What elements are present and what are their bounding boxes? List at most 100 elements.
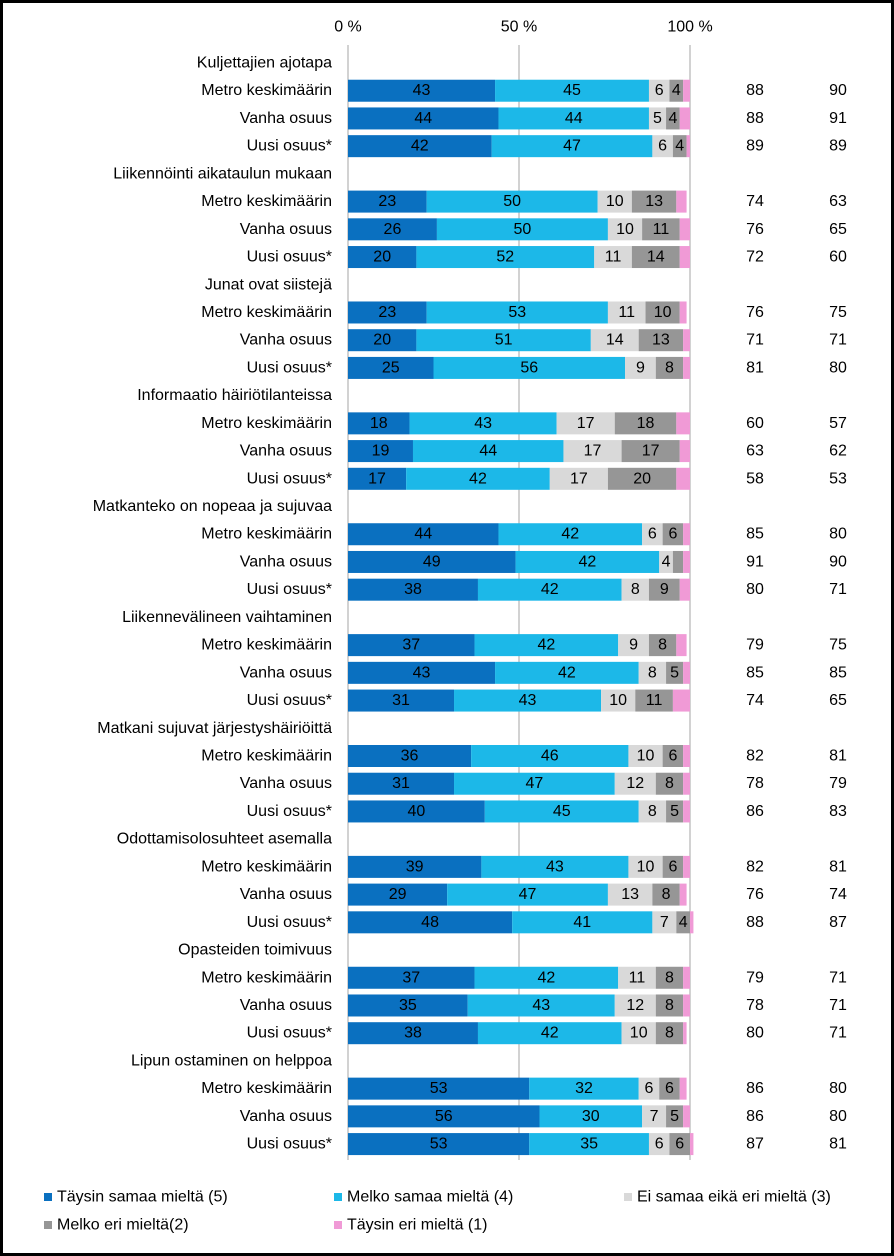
right-value: 83: [829, 803, 847, 820]
bar-segment: [614, 994, 656, 1017]
bar-segment: [477, 578, 622, 601]
right-value: 88: [746, 110, 764, 127]
data-label: 9: [660, 581, 669, 598]
right-value: 85: [746, 664, 764, 681]
legend-marker: [624, 1193, 632, 1201]
data-label: 5: [670, 1108, 679, 1125]
bar-segment: [683, 1022, 687, 1045]
data-label: 40: [408, 803, 426, 820]
right-value: 81: [829, 748, 847, 765]
right-value: 81: [829, 858, 847, 875]
bar-segment: [659, 1077, 680, 1100]
data-label: 6: [658, 138, 667, 155]
data-label: 8: [665, 997, 674, 1014]
bar-segment: [348, 883, 448, 906]
data-label: 49: [423, 553, 441, 570]
category-label: Junat ovat siistejä: [205, 276, 332, 293]
category-label: Metro keskimäärin: [201, 637, 332, 654]
bar-segment: [638, 1077, 660, 1100]
data-label: 30: [582, 1108, 600, 1125]
bar-segment: [683, 1105, 690, 1128]
bar-segment: [679, 301, 687, 324]
data-label: 4: [672, 82, 681, 99]
bar-segment: [426, 301, 608, 324]
right-value: 74: [746, 193, 764, 210]
bar-segment: [676, 412, 690, 435]
category-label: Metro keskimäärin: [201, 969, 332, 986]
bar-segment: [666, 661, 684, 684]
data-label: 37: [402, 969, 420, 986]
bar-segment: [625, 356, 656, 379]
data-label: 11: [629, 969, 646, 986]
right-value: 76: [746, 886, 764, 903]
bar-segment: [348, 661, 496, 684]
category-label: Informaatio häiriötilanteissa: [137, 387, 332, 404]
data-label: 6: [668, 858, 677, 875]
category-label: Metro keskimäärin: [201, 415, 332, 432]
data-label: 6: [668, 526, 677, 543]
right-value: 57: [829, 415, 847, 432]
bar-segment: [628, 855, 663, 878]
bar-segment: [481, 855, 629, 878]
bar-segment: [556, 412, 615, 435]
bar-segment: [348, 689, 455, 712]
data-label: 23: [378, 304, 396, 321]
data-label: 17: [584, 443, 602, 460]
data-label: 44: [414, 110, 432, 127]
bar-segment: [426, 190, 598, 213]
data-label: 5: [653, 110, 662, 127]
bar-segment: [348, 301, 427, 324]
data-label: 6: [665, 1080, 674, 1097]
data-label: 12: [626, 775, 644, 792]
data-label: 52: [496, 249, 514, 266]
right-value: 74: [746, 692, 764, 709]
bar-segment: [607, 301, 646, 324]
data-label: 35: [580, 1136, 598, 1153]
data-label: 8: [665, 359, 674, 376]
bar-segment: [495, 661, 639, 684]
bar-segment: [607, 883, 653, 906]
bar-segment: [348, 356, 434, 379]
bar-segment: [652, 135, 673, 158]
bar-segment: [549, 467, 608, 490]
data-label: 6: [655, 82, 664, 99]
data-label: 6: [675, 1136, 684, 1153]
category-label: Vanha osuus: [240, 110, 332, 127]
data-label: 39: [406, 858, 424, 875]
legend-marker: [334, 1193, 342, 1201]
bar-segment: [484, 800, 639, 823]
right-value: 85: [746, 526, 764, 543]
data-label: 44: [565, 110, 583, 127]
data-label: 43: [519, 692, 537, 709]
category-label: Metro keskimäärin: [201, 1080, 332, 1097]
data-label: 43: [546, 858, 564, 875]
bar-segment: [631, 246, 680, 269]
bar-segment: [648, 107, 667, 130]
bar-segment: [406, 467, 550, 490]
bar-segment: [638, 329, 684, 352]
right-value: 71: [829, 1025, 847, 1042]
bar-segment: [686, 135, 690, 158]
data-label: 20: [633, 470, 651, 487]
right-value: 63: [746, 443, 764, 460]
bar-segment: [679, 107, 690, 130]
data-label: 42: [469, 470, 487, 487]
bar-segment: [348, 218, 437, 241]
data-label: 41: [573, 914, 591, 931]
bar-segment: [676, 467, 690, 490]
data-label: 18: [637, 415, 655, 432]
category-label: Uusi osuus*: [247, 803, 332, 820]
right-value: 74: [829, 886, 847, 903]
category-label: Lipun ostaminen on helppoa: [131, 1052, 332, 1069]
data-label: 43: [413, 82, 431, 99]
right-value: 80: [829, 359, 847, 376]
data-label: 42: [411, 138, 429, 155]
data-label: 35: [399, 997, 417, 1014]
bar-segment: [348, 329, 417, 352]
bar-segment: [498, 523, 643, 546]
data-label: 6: [655, 1136, 664, 1153]
bar-segment: [348, 523, 499, 546]
data-label: 17: [570, 470, 588, 487]
data-label: 53: [430, 1136, 448, 1153]
data-label: 42: [561, 526, 579, 543]
